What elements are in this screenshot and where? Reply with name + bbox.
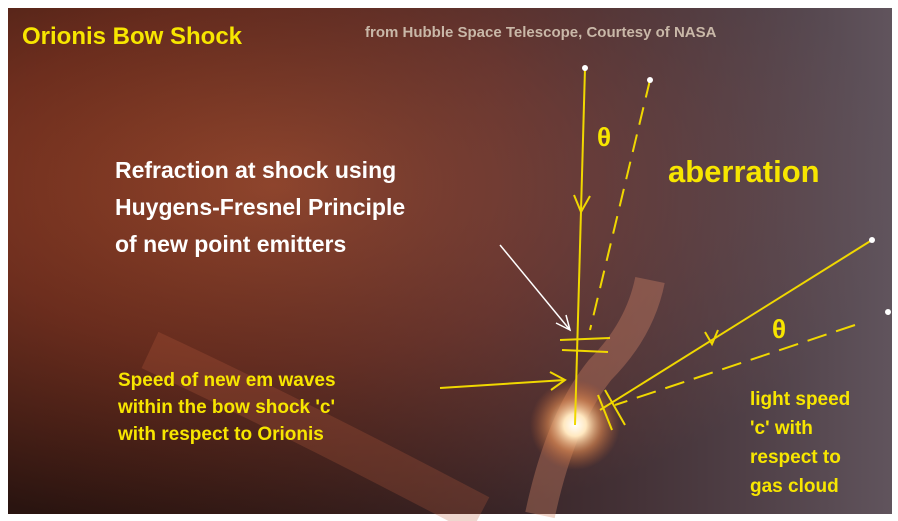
speed-label: Speed of new em waves xyxy=(118,370,336,391)
light-speed-label: gas cloud xyxy=(750,476,839,497)
light-speed-label: respect to xyxy=(750,447,841,468)
credit: from Hubble Space Telescope, Courtesy of… xyxy=(365,24,717,41)
refraction-label: of new point emitters xyxy=(115,231,346,257)
annotated-image: Orionis Bow Shock from Hubble Space Tele… xyxy=(0,0,898,521)
light-speed-label: 'c' with xyxy=(750,418,813,439)
speed-label: within the bow shock 'c' xyxy=(117,397,335,418)
refraction-label: Refraction at shock using xyxy=(115,157,396,183)
aberration-label: aberration xyxy=(668,154,820,189)
refraction-label: Huygens-Fresnel Principle xyxy=(115,194,405,220)
theta-label: θ xyxy=(597,122,611,152)
title: Orionis Bow Shock xyxy=(22,23,243,50)
light-speed-label: light speed xyxy=(750,389,850,410)
theta-label: θ xyxy=(772,314,786,344)
speed-label: with respect to Orionis xyxy=(117,424,324,445)
